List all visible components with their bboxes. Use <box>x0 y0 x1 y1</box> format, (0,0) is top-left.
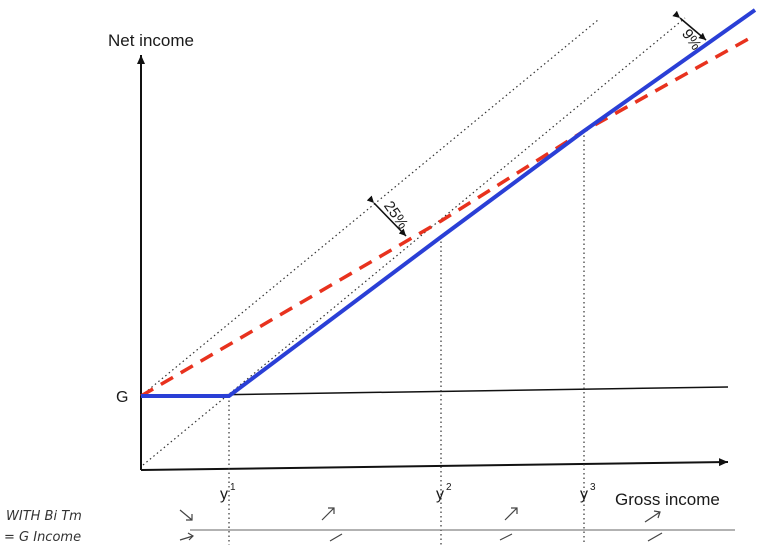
red-dashed-schedule <box>140 36 751 398</box>
y2-tick-label: y 2 <box>436 482 452 503</box>
x-axis <box>140 458 729 471</box>
rate-25-arrow <box>366 195 407 237</box>
handwritten-arrows <box>179 507 663 542</box>
svg-text:y: y <box>436 486 444 503</box>
svg-text:y: y <box>580 486 588 503</box>
handwritten-line-1: WITH Bi Tm <box>6 509 82 524</box>
y1-tick-label: y 1 <box>220 482 236 503</box>
handwritten-line-2: = G Income <box>4 530 81 545</box>
svg-text:1: 1 <box>230 482 236 493</box>
blue-net-income-schedule <box>141 8 757 398</box>
y-axis-label: Net income <box>108 31 194 50</box>
svg-text:y: y <box>220 486 228 503</box>
svg-text:2: 2 <box>446 482 452 493</box>
dotted-guide-upper <box>140 19 599 397</box>
g-label: G <box>116 389 128 406</box>
y3-tick-label: y 3 <box>580 482 596 503</box>
x-axis-label: Gross income <box>615 490 720 509</box>
g-level-line <box>140 386 729 397</box>
svg-text:3: 3 <box>590 482 596 493</box>
rate-9-arrow <box>672 10 707 41</box>
